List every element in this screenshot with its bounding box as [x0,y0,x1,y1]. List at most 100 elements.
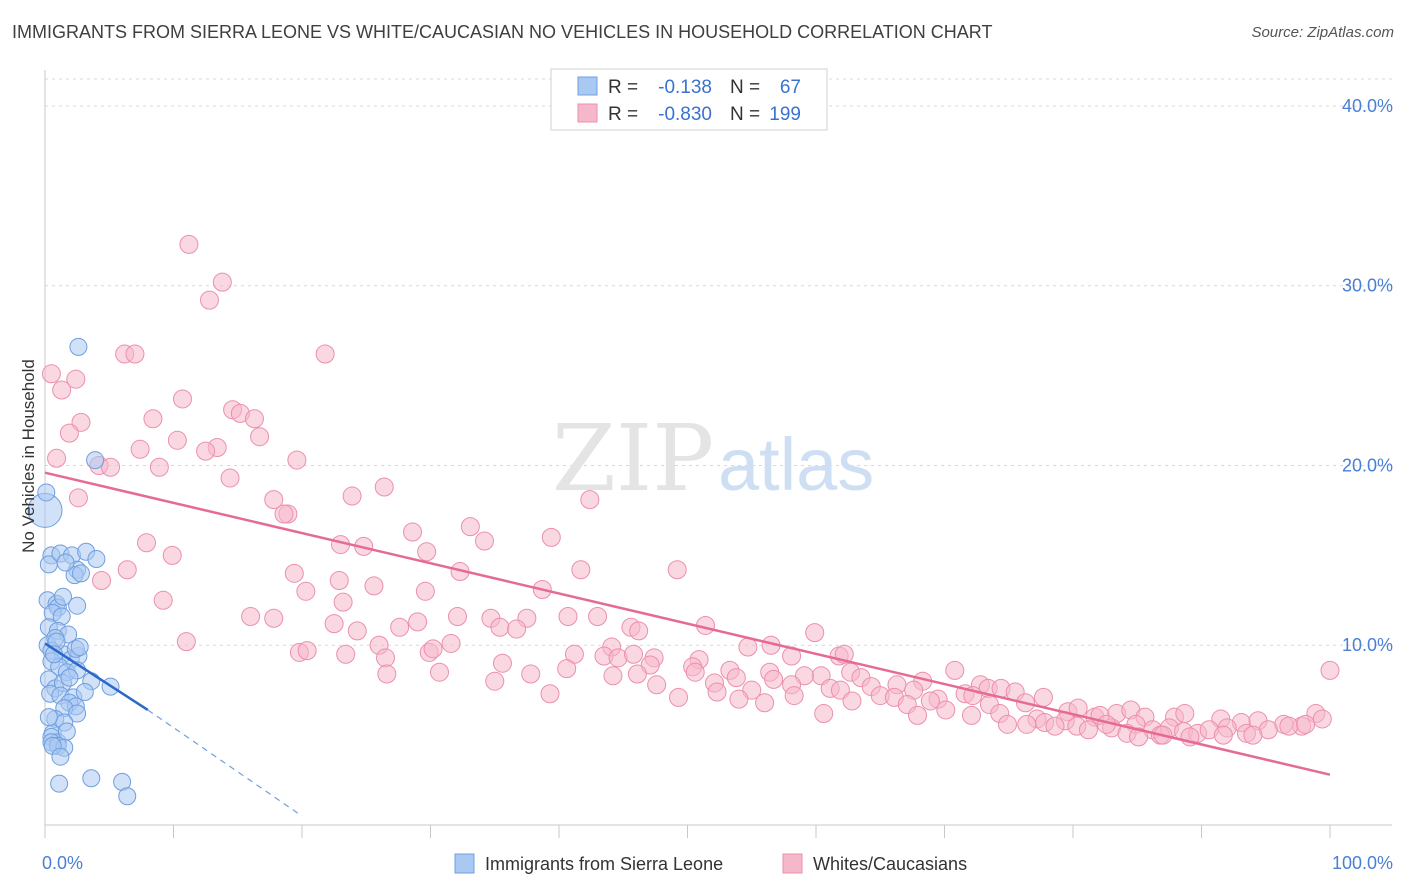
white-caucasian-points [41,234,1340,747]
white-caucasian-point [908,705,928,725]
white-caucasian-point [814,704,834,724]
white-caucasian-point [460,517,480,537]
sierra-leone-point [118,787,137,806]
white-caucasian-point [274,504,294,524]
white-caucasian-point [805,623,825,643]
white-caucasian-point [1078,720,1098,740]
white-caucasian-point [333,592,353,612]
white-caucasian-point [558,606,578,626]
white-caucasian-point [588,606,608,626]
white-caucasian-point [1033,687,1053,707]
white-caucasian-point [629,621,649,641]
legend-r-value-2: -0.830 [658,104,712,125]
legend-n-label-1: N = [730,77,760,98]
white-caucasian-point [143,409,163,429]
white-caucasian-point [507,619,527,639]
white-caucasian-point [329,571,349,591]
white-caucasian-point [296,581,316,601]
gridlines [45,78,1392,646]
white-caucasian-point [441,633,461,653]
watermark-zip: ZIP [552,405,714,512]
white-caucasian-point [137,533,157,553]
white-caucasian-point [726,668,746,688]
sierra-leone-point [71,564,90,583]
white-caucasian-point [66,369,86,389]
white-caucasian-point [47,448,67,468]
white-caucasian-point [669,687,689,707]
white-caucasian-point [571,560,591,580]
white-caucasian-point [415,581,435,601]
legend: R = -0.138 N = 67 R = -0.830 N = 199 [550,68,828,131]
white-caucasian-point [117,560,137,580]
sierra-leone-points [27,337,137,806]
white-caucasian-point [417,542,437,562]
tick-labels: 10.0% 20.0% 30.0% 40.0% 0.0% 100.0% [42,96,1393,873]
white-caucasian-point [541,527,561,547]
sierra-leone-point [68,596,87,615]
white-caucasian-point [540,684,560,704]
white-caucasian-point [707,682,727,702]
white-caucasian-point [176,632,196,652]
white-caucasian-point [179,234,199,254]
white-caucasian-point [390,617,410,637]
white-caucasian-point [1296,714,1316,734]
white-caucasian-point [244,409,264,429]
white-caucasian-point [729,689,749,709]
white-caucasian-point [374,477,394,497]
watermark: ZIP atlas [552,405,874,512]
white-caucasian-point [149,457,169,477]
legend-n-value-2: 199 [769,104,801,125]
white-caucasian-point [172,389,192,409]
white-caucasian-point [755,693,775,713]
legend-swatch-pink [577,103,598,123]
white-caucasian-point [764,669,784,689]
sierra-leone-trend-extension [147,709,303,817]
white-caucasian-point [557,659,577,679]
white-caucasian-point [1243,725,1263,745]
sierra-leone-point [60,668,79,687]
white-caucasian-point [153,590,173,610]
white-caucasian-point [627,664,647,684]
sierra-leone-point [87,549,106,568]
sierra-leone-trend-line [44,642,149,712]
x-tick-label-min: 0.0% [42,853,83,873]
sierra-leone-point [39,708,58,727]
white-caucasian-point [347,621,367,641]
white-caucasian-trend-line [44,471,1331,776]
trend-lines [44,471,1331,817]
white-caucasian-point [315,344,335,364]
white-caucasian-point [603,666,623,686]
source-label: Source: ZipAtlas.com [1251,24,1394,41]
white-caucasian-point [961,705,981,725]
white-caucasian-point [580,490,600,510]
white-caucasian-point [474,531,494,551]
white-caucasian-point [167,430,187,450]
watermark-atlas: atlas [718,423,874,506]
y-tick-label-3: 40.0% [1342,96,1393,116]
legend-n-label-2: N = [730,104,760,125]
y-axis-label: No Vehicles in Household [19,359,38,553]
white-caucasian-point [408,612,428,632]
sierra-leone-point [53,587,72,606]
white-caucasian-point [1045,716,1065,736]
white-caucasian-point [241,606,261,626]
white-caucasian-point [1279,716,1299,736]
sierra-leone-point [37,483,56,502]
sierra-leone-point [70,638,89,657]
legend-swatch-blue [577,76,598,96]
white-caucasian-point [1312,709,1332,729]
white-caucasian-point [68,488,88,508]
white-caucasian-point [447,606,467,626]
white-caucasian-point [920,691,940,711]
white-caucasian-point [423,639,443,659]
legend-n-value-1: 67 [780,77,801,98]
white-caucasian-point [336,644,356,664]
white-caucasian-point [647,675,667,695]
white-caucasian-point [287,450,307,470]
y-tick-label-0: 10.0% [1342,635,1393,655]
white-caucasian-point [945,660,965,680]
white-caucasian-point [1017,714,1037,734]
white-caucasian-point [685,662,705,682]
white-caucasian-point [997,714,1017,734]
